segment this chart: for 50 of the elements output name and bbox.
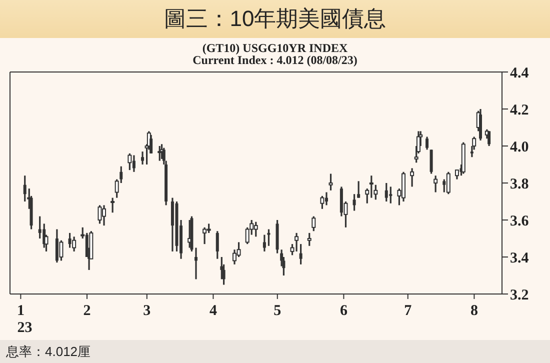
x-tick-label: 1 23 [16,303,32,336]
y-tick-label: 3.6 [510,213,530,230]
chart-title: 圖三：10年期美國債息 [0,0,550,38]
x-tick-label: 4 [209,303,218,319]
candlestick [357,180,360,199]
candlestick [430,148,433,175]
candlestick [389,186,392,204]
candlestick [194,246,198,280]
candlestick [267,228,270,247]
candlestick [299,243,302,266]
x-tick-label: 7 [404,303,412,319]
candlestick [434,174,438,194]
y-tick-label: 3.4 [510,250,530,266]
y-tick-label: 4.2 [510,102,529,118]
x-tick-label: 3 [143,303,151,319]
candlestick [72,236,76,252]
x-tick-label: 5 [274,303,282,319]
candlestick [141,150,144,166]
candlestick [254,221,258,238]
y-tick-label: 3.8 [510,176,529,192]
text: 息率：4.012厘 [0,340,550,363]
text: Current Index : 4.012 (08/08/23) [192,53,358,67]
candlestick [384,182,388,202]
candlestick [110,197,115,214]
candlestick [128,152,132,171]
candlestick [320,195,324,210]
candlestick [312,216,316,232]
x-tick-label: 6 [340,303,348,319]
x-tick-label: 8 [470,303,478,319]
candlestick [352,193,356,212]
candlestick [59,240,64,262]
candlestick [426,136,429,150]
candlestick [262,234,266,252]
candlestick [328,172,333,192]
y-tick-label: 4.0 [510,139,529,156]
candlestick [446,171,450,195]
chart-subtitle: (GT10) USGG10YR INDEX [201,41,349,55]
candlestick [369,174,374,199]
candlestick [307,232,312,247]
candlestick [294,232,299,252]
candlestick [202,226,207,245]
candlestick [98,204,102,224]
candlestick [23,174,26,202]
y-tick-label: 3.2 [510,287,529,304]
candlestick [216,230,219,260]
y-tick-label: 4.4 [510,65,530,82]
x-tick-label: 2 [83,303,91,319]
candlestick [410,167,414,188]
candlestick [488,130,491,147]
candlestick [206,222,211,234]
